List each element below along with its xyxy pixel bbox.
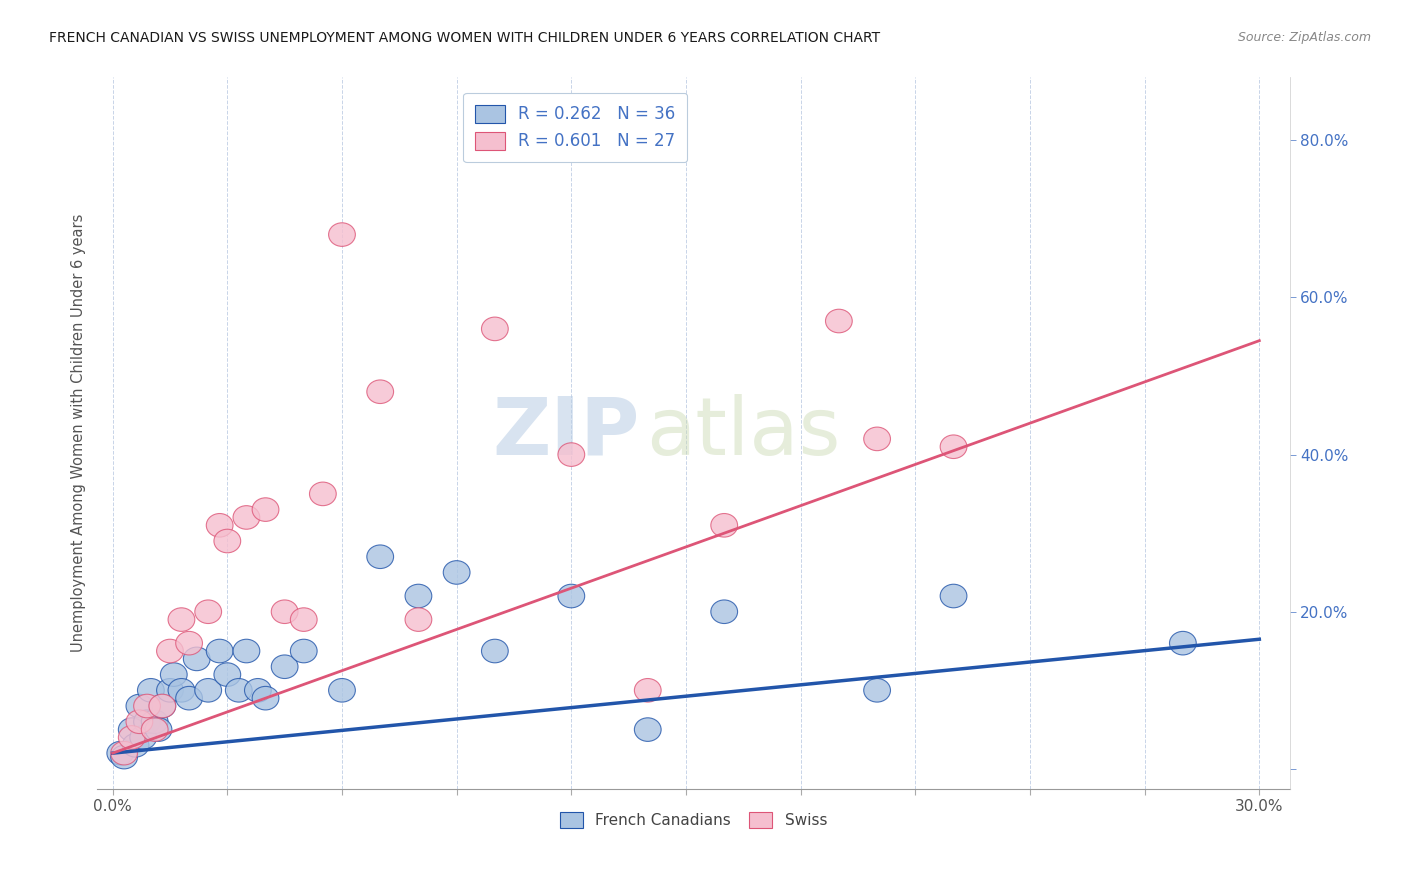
Text: atlas: atlas xyxy=(645,394,841,472)
Ellipse shape xyxy=(825,310,852,333)
Ellipse shape xyxy=(149,694,176,718)
Ellipse shape xyxy=(233,506,260,529)
Ellipse shape xyxy=(156,679,183,702)
Ellipse shape xyxy=(481,640,508,663)
Ellipse shape xyxy=(149,694,176,718)
Text: FRENCH CANADIAN VS SWISS UNEMPLOYMENT AMONG WOMEN WITH CHILDREN UNDER 6 YEARS CO: FRENCH CANADIAN VS SWISS UNEMPLOYMENT AM… xyxy=(49,31,880,45)
Ellipse shape xyxy=(142,710,169,733)
Ellipse shape xyxy=(252,686,278,710)
Ellipse shape xyxy=(183,647,209,671)
Ellipse shape xyxy=(134,694,160,718)
Legend: French Canadians, Swiss: French Canadians, Swiss xyxy=(554,806,834,834)
Ellipse shape xyxy=(271,600,298,624)
Ellipse shape xyxy=(291,607,318,632)
Ellipse shape xyxy=(127,694,153,718)
Ellipse shape xyxy=(169,607,195,632)
Ellipse shape xyxy=(195,600,222,624)
Ellipse shape xyxy=(634,679,661,702)
Y-axis label: Unemployment Among Women with Children Under 6 years: Unemployment Among Women with Children U… xyxy=(72,214,86,652)
Ellipse shape xyxy=(142,718,169,741)
Ellipse shape xyxy=(160,663,187,686)
Ellipse shape xyxy=(271,655,298,679)
Ellipse shape xyxy=(245,679,271,702)
Ellipse shape xyxy=(252,498,278,522)
Ellipse shape xyxy=(405,607,432,632)
Ellipse shape xyxy=(711,600,738,624)
Ellipse shape xyxy=(941,435,967,458)
Ellipse shape xyxy=(634,718,661,741)
Ellipse shape xyxy=(127,710,153,733)
Text: ZIP: ZIP xyxy=(492,394,640,472)
Ellipse shape xyxy=(207,514,233,537)
Ellipse shape xyxy=(481,317,508,341)
Ellipse shape xyxy=(107,741,134,765)
Ellipse shape xyxy=(138,679,165,702)
Ellipse shape xyxy=(156,640,183,663)
Ellipse shape xyxy=(118,718,145,741)
Ellipse shape xyxy=(558,584,585,607)
Ellipse shape xyxy=(367,545,394,568)
Ellipse shape xyxy=(225,679,252,702)
Ellipse shape xyxy=(863,427,890,450)
Ellipse shape xyxy=(941,584,967,607)
Ellipse shape xyxy=(233,640,260,663)
Ellipse shape xyxy=(214,529,240,553)
Ellipse shape xyxy=(291,640,318,663)
Ellipse shape xyxy=(176,686,202,710)
Ellipse shape xyxy=(309,482,336,506)
Ellipse shape xyxy=(207,640,233,663)
Ellipse shape xyxy=(118,726,145,749)
Ellipse shape xyxy=(169,679,195,702)
Ellipse shape xyxy=(367,380,394,403)
Ellipse shape xyxy=(145,718,172,741)
Ellipse shape xyxy=(443,561,470,584)
Ellipse shape xyxy=(329,223,356,246)
Ellipse shape xyxy=(405,584,432,607)
Ellipse shape xyxy=(214,663,240,686)
Ellipse shape xyxy=(111,746,138,769)
Ellipse shape xyxy=(134,710,160,733)
Ellipse shape xyxy=(1170,632,1197,655)
Ellipse shape xyxy=(111,741,138,765)
Ellipse shape xyxy=(176,632,202,655)
Ellipse shape xyxy=(129,726,156,749)
Ellipse shape xyxy=(329,679,356,702)
Ellipse shape xyxy=(122,733,149,757)
Text: Source: ZipAtlas.com: Source: ZipAtlas.com xyxy=(1237,31,1371,45)
Ellipse shape xyxy=(558,442,585,467)
Ellipse shape xyxy=(195,679,222,702)
Ellipse shape xyxy=(711,514,738,537)
Ellipse shape xyxy=(863,679,890,702)
